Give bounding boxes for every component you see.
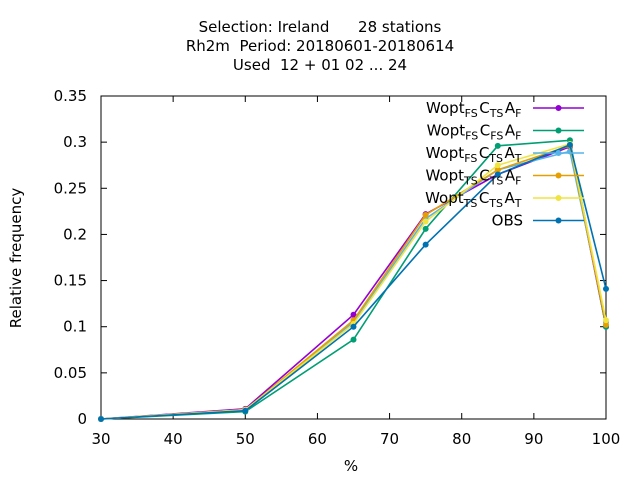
y-tick-label: 0.15: [54, 272, 87, 290]
data-point: [350, 311, 357, 318]
chart-title-line2: Rh2m Period: 20180601-20180614: [185, 37, 455, 55]
legend-swatch-marker: [555, 105, 562, 111]
data-point: [422, 241, 429, 248]
legend-swatch-marker: [555, 172, 562, 179]
legend-swatch-marker: [555, 150, 562, 156]
y-tick-label: 0.05: [54, 364, 87, 382]
y-tick-label: 0.1: [63, 318, 87, 336]
legend-entry: WoptFS CFS AF: [427, 122, 584, 143]
series-6: [98, 141, 609, 422]
legend-entry: WoptTS CTS AF: [425, 167, 584, 188]
series-line: [100, 145, 607, 420]
series-5: [98, 140, 609, 422]
data-point: [603, 321, 609, 328]
data-point: [603, 317, 609, 324]
plot-border: [100, 95, 607, 420]
legend-swatch-marker: [555, 195, 562, 201]
data-point: [494, 166, 501, 173]
legend-label: WoptFS CTS AF: [426, 99, 523, 120]
x-tick-label: 90: [524, 430, 543, 448]
chart-title-line1: Selection: Ireland 28 stations: [198, 18, 442, 36]
data-point: [494, 142, 501, 149]
y-tick-label: 0.3: [63, 133, 87, 151]
data-point: [350, 323, 357, 330]
series-line: [100, 139, 607, 420]
series-2: [98, 137, 609, 422]
legend-label: WoptFS CFS AF: [427, 122, 523, 143]
x-tick-label: 30: [91, 430, 110, 448]
legend-entry: WoptTS CTS AT: [425, 189, 584, 210]
x-axis-label: %: [344, 457, 358, 475]
legend-label: OBS: [492, 212, 523, 230]
y-tick-label: 0.2: [63, 225, 87, 243]
series-4: [98, 142, 609, 422]
x-tick-label: 80: [452, 430, 471, 448]
x-tick-label: 60: [308, 430, 327, 448]
data-point: [422, 218, 429, 225]
legend-swatch-marker: [555, 127, 562, 134]
y-tick-label: 0.25: [54, 179, 87, 197]
legend-entry: OBS: [492, 212, 584, 230]
data-point: [98, 416, 104, 422]
data-point: [494, 162, 501, 169]
data-point: [566, 141, 573, 148]
x-tick-label: 70: [380, 430, 399, 448]
data-point: [494, 171, 501, 178]
tick-labels: 30 40 50 60 70 80 90 100 0 0.05 0.1 0.15 0.2 0.25 0.3 0…: [54, 87, 621, 448]
data-point: [603, 285, 609, 292]
tick-marks: [100, 95, 607, 420]
x-tick-label: 100: [592, 430, 621, 448]
y-tick-label: 0: [77, 410, 87, 428]
legend-swatch-marker: [555, 217, 562, 224]
plot-axes: [100, 95, 607, 420]
data-point: [422, 225, 429, 232]
chart-title-line3: Used 12 + 01 02 ... 24: [232, 56, 408, 74]
data-point: [422, 212, 429, 219]
series-line: [100, 143, 607, 420]
legend-entry: WoptFS CTS AF: [426, 99, 584, 120]
legend-label: WoptTS CTS AT: [425, 189, 523, 210]
y-axis-label: Relative frequency: [7, 188, 25, 329]
x-tick-label: 40: [164, 430, 183, 448]
legend-entry: WoptFS CTS AT: [426, 144, 584, 165]
legend-label: WoptTS CTS AF: [425, 167, 523, 188]
series-line: [100, 142, 607, 420]
series-line: [100, 144, 607, 420]
series-layer: [98, 137, 609, 422]
y-tick-label: 0.35: [54, 87, 87, 105]
legend: WoptFS CTS AF WoptFS CFS AF WoptFS CTS A…: [425, 99, 584, 230]
legend-label: WoptFS CTS AT: [426, 144, 523, 165]
series-3: [98, 148, 609, 422]
series-line: [100, 150, 607, 420]
x-tick-label: 50: [236, 430, 255, 448]
series-1: [98, 143, 609, 422]
data-point: [242, 407, 249, 414]
data-point: [350, 336, 357, 343]
